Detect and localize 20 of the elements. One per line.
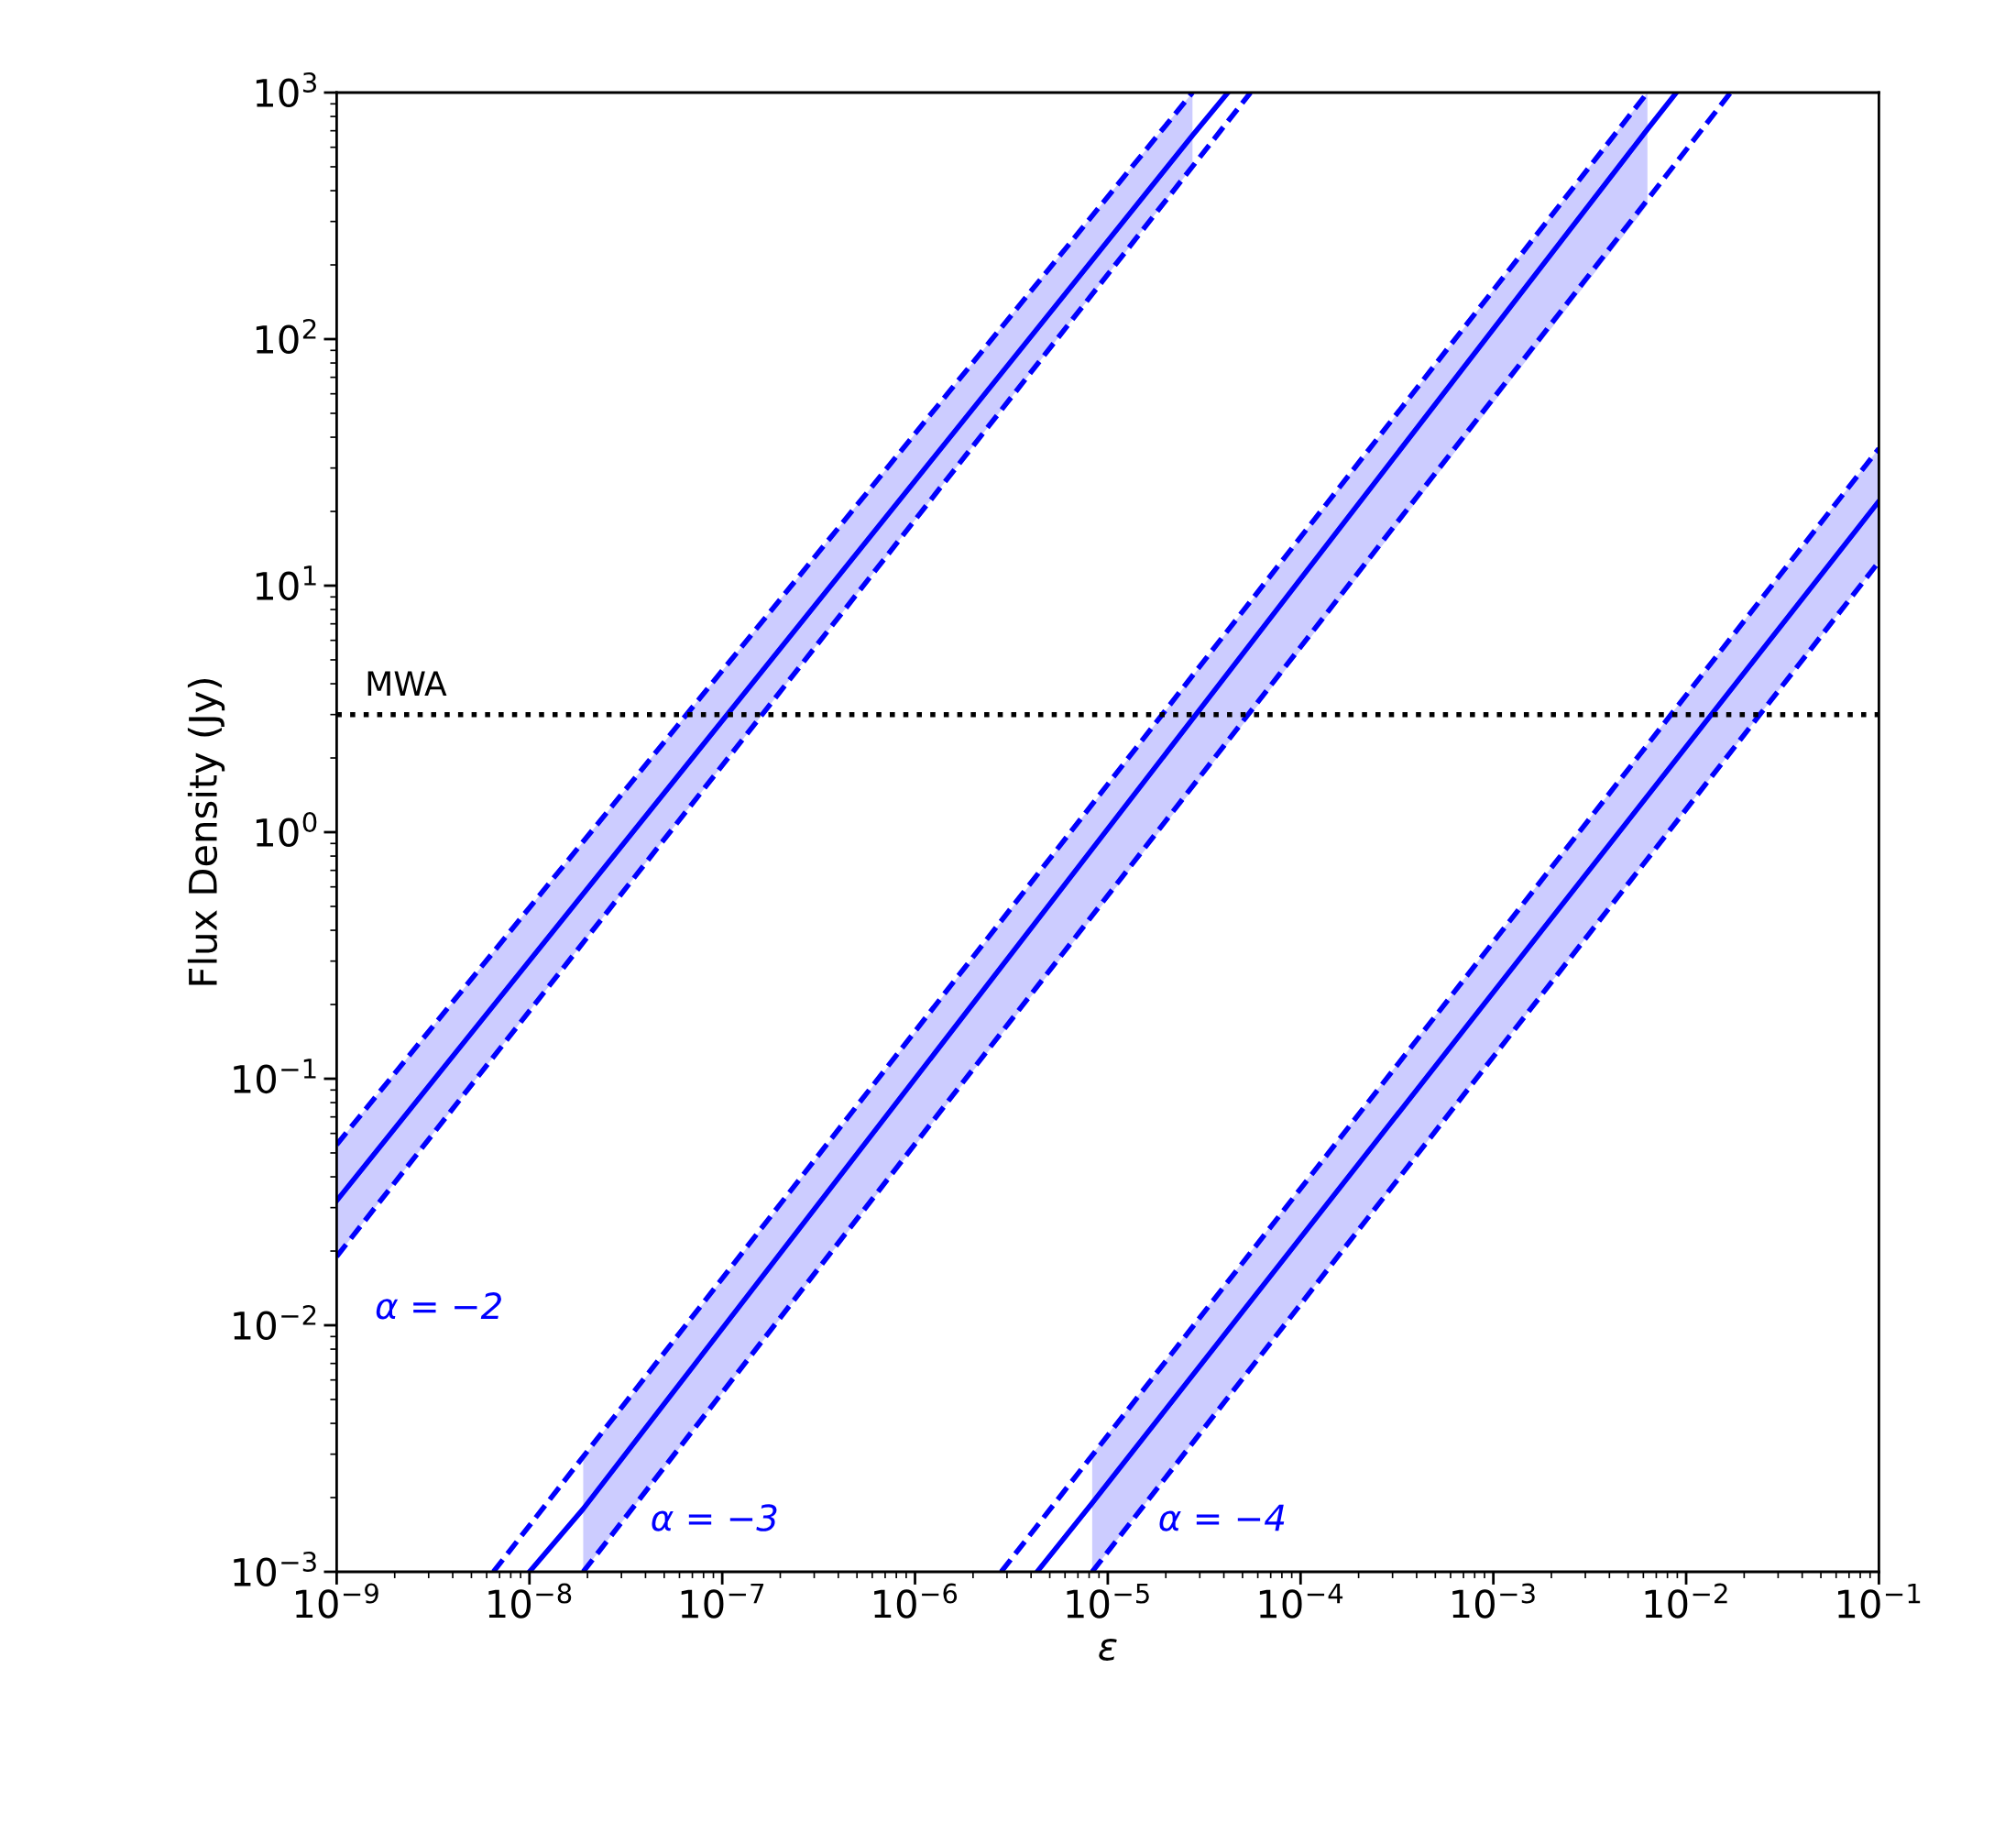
y-tick-label: 10$^{2}$: [256, 318, 316, 355]
y-tick-label: 10$^{0}$: [256, 811, 317, 848]
text: α = −2: [376, 1292, 501, 1320]
x-tick-label: 10$^{−7}$: [681, 1583, 764, 1619]
x-axis-title: ε: [1099, 1638, 1117, 1661]
x-tick-label: 10$^{−6}$: [874, 1583, 958, 1619]
y-tick-label: 10$^{−1}$: [234, 1059, 316, 1094]
x-tick-label: 10$^{−2}$: [1645, 1583, 1727, 1619]
y-axis-title: Flux Density (Jy): [187, 679, 225, 985]
y-tick-label: 10$^{1}$: [256, 565, 316, 601]
x-tick-label: 10$^{−4}$: [1259, 1583, 1343, 1619]
x-tick-label: 10$^{−5}$: [1067, 1583, 1149, 1619]
x-tick-label: 10$^{−8}$: [488, 1583, 572, 1619]
x-tick-label: 10$^{−3}$: [1452, 1583, 1535, 1619]
series-label: α = −4: [1159, 1504, 1285, 1531]
y-tick-label: 10$^{3}$: [256, 71, 316, 108]
x-tick-label: 10$^{−1}$: [1838, 1583, 1921, 1619]
ref-line-label: MWA: [367, 671, 447, 696]
series-label: α = −3: [652, 1504, 777, 1531]
y-tick-label: 10$^{−2}$: [234, 1304, 316, 1341]
